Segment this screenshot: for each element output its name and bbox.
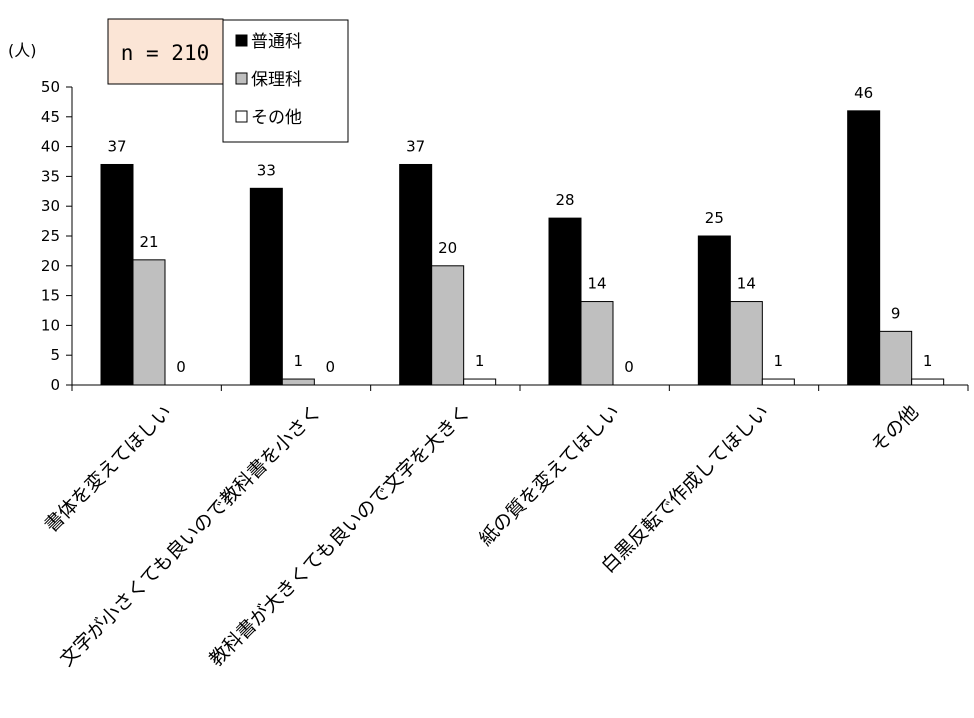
bar: [580, 301, 614, 386]
bar: [879, 330, 913, 386]
y-tick-label: 20: [41, 257, 60, 275]
bar: [697, 235, 731, 386]
bar: [100, 163, 134, 386]
y-tick-label: 35: [41, 167, 60, 185]
y-axis: 0 5 10 15 20 25 30 35 40 45 50: [41, 78, 73, 394]
x-axis: [71, 384, 969, 391]
bar: [132, 259, 166, 386]
bar: [847, 110, 881, 386]
bar: [761, 378, 795, 386]
category-label: 教科書が大きくても良いので文字を大きく: [205, 401, 475, 671]
y-tick-label: 30: [41, 197, 60, 215]
y-tick-label: 40: [41, 138, 60, 156]
bar: [399, 163, 433, 386]
category-label: その他: [867, 401, 923, 457]
data-label: 33: [257, 161, 276, 179]
data-label: 1: [774, 352, 784, 370]
legend-label: 保理科: [251, 70, 302, 90]
bar: [548, 217, 582, 386]
data-label: 37: [107, 137, 126, 155]
data-label: 14: [587, 275, 606, 293]
legend-label: 普通科: [251, 32, 302, 52]
y-unit-label: (人): [8, 41, 37, 60]
data-label: 0: [624, 358, 634, 376]
legend-swatch: [235, 72, 248, 85]
data-label: 1: [475, 352, 485, 370]
sample-size-text: n = 210: [121, 41, 210, 65]
bar: [249, 187, 283, 386]
bar: [463, 378, 497, 386]
bar: [281, 378, 315, 386]
data-label: 1: [294, 352, 304, 370]
y-tick-label: 25: [41, 227, 60, 245]
bars: [100, 110, 945, 386]
data-label: 21: [139, 233, 158, 251]
bar: [911, 378, 945, 386]
category-labels: 書体を変えてほしい文字が小さくても良いので教科書を小さく教科書が大きくても良いの…: [40, 401, 922, 671]
category-label: 白黒反転で作成してほしい: [597, 401, 773, 577]
data-label: 28: [555, 191, 574, 209]
bar: [729, 301, 763, 386]
data-label: 37: [406, 137, 425, 155]
y-tick-label: 0: [50, 376, 60, 394]
data-label: 0: [176, 358, 186, 376]
legend-swatch: [235, 110, 248, 123]
data-labels: 37 33 37 28 25 46 21 1 20 14 14 9 0 0 1 0 1 1: [107, 84, 932, 376]
data-label: 25: [705, 209, 724, 227]
bar: [431, 265, 465, 386]
legend-swatch: [235, 34, 248, 47]
category-label: 文字が小さくても良いので教科書を小さく: [56, 401, 326, 671]
legend-label: その他: [251, 108, 302, 128]
y-tick-label: 45: [41, 108, 60, 126]
data-label: 9: [891, 304, 901, 322]
data-label: 1: [923, 352, 933, 370]
y-tick-label: 5: [50, 346, 60, 364]
data-label: 46: [854, 84, 873, 102]
category-label: 紙の質を変えてほしい: [475, 401, 624, 550]
y-tick-label: 15: [41, 287, 60, 305]
sample-size-box: n = 210: [107, 18, 224, 85]
sample-size-box-bg: [107, 18, 224, 85]
data-label: 20: [438, 239, 457, 257]
data-label: 0: [326, 358, 336, 376]
y-tick-label: 10: [41, 316, 60, 334]
y-tick-label: 50: [41, 78, 60, 96]
category-label: 書体を変えてほしい: [40, 401, 176, 537]
data-label: 14: [737, 275, 756, 293]
